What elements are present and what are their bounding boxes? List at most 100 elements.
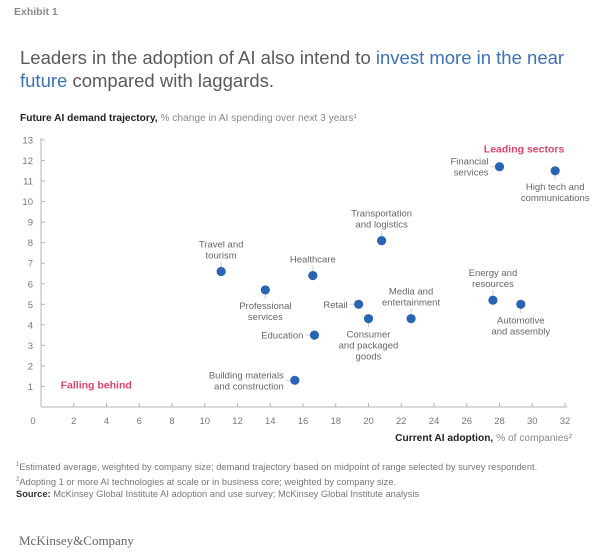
footnote-2: 2Adopting 1 or more AI technologies at s…: [16, 474, 586, 489]
y-tick-label: 3: [28, 341, 33, 352]
x-tick-label: 18: [330, 416, 341, 427]
y-axis-title: Future AI demand trajectory, % change in…: [20, 113, 357, 124]
x-tick-label: 4: [104, 416, 109, 427]
data-point: [290, 375, 300, 385]
zone-label: Falling behind: [61, 380, 132, 392]
point-label-line: services: [248, 312, 283, 323]
point-label: Building materials and construction: [209, 370, 284, 392]
y-tick-label: 2: [28, 361, 33, 372]
zone-label: Leading sectors: [484, 143, 565, 155]
point-label-line: Transportation: [351, 209, 412, 220]
point-label-line: resources: [472, 279, 514, 290]
point-label: Healthcare: [290, 255, 336, 266]
data-point: [550, 166, 560, 176]
data-point: [488, 295, 498, 305]
point-label-line: entertainment: [382, 298, 440, 309]
point-label-line: goods: [356, 352, 382, 363]
x-axis-title: Current AI adoption, % of companies²: [395, 433, 572, 444]
data-point-group: Building materials and construction: [209, 370, 300, 392]
point-label: Media and entertainment: [382, 287, 440, 309]
footnote-1-mark: 1: [16, 462, 20, 468]
point-label: Transportation and logistics: [351, 209, 412, 231]
point-label-line: communications: [521, 193, 590, 204]
data-point: [309, 330, 320, 340]
data-point: [406, 314, 416, 324]
x-tick-label: 16: [298, 416, 309, 427]
x-tick-label: 28: [494, 416, 505, 427]
point-label: Education: [261, 331, 303, 342]
data-point-group: Healthcare: [290, 255, 336, 281]
data-point: [494, 162, 505, 172]
point-label-line: and logistics: [355, 220, 408, 231]
footnotes: 1Estimated average, weighted by company …: [16, 459, 586, 500]
y-tick-label: 10: [22, 197, 33, 208]
y-tick-label: 5: [28, 300, 33, 311]
x-tick-label: 8: [169, 416, 174, 427]
point-label-line: and assembly: [491, 326, 550, 337]
data-point-group: Professional services: [239, 285, 291, 323]
x-tick-label: 26: [461, 416, 472, 427]
chart-headline: Leaders in the adoption of AI also inten…: [20, 46, 590, 92]
point-label-line: Retail: [323, 300, 347, 311]
data-point-group: High tech and communications: [521, 166, 590, 204]
point-label: Financial services: [450, 157, 488, 179]
y-tick-label: 9: [28, 218, 33, 229]
data-point: [516, 299, 526, 309]
point-label: Consumer and packaged goods: [339, 330, 399, 363]
x-tick-label: 10: [199, 416, 210, 427]
x-axis-title-rest: % of companies²: [493, 433, 572, 444]
headline-highlight: invest more in the near future: [20, 47, 565, 91]
footnote-2-text: Adopting 1 or more AI technologies at sc…: [19, 476, 397, 487]
point-label-line: and packaged: [339, 341, 399, 352]
point-label-line: Automotive: [497, 315, 545, 326]
x-axis-title-bold: Current AI adoption,: [395, 433, 494, 444]
source-label: Source:: [16, 489, 51, 499]
data-point-group: Education: [261, 330, 320, 342]
source-text: McKinsey Global Institute AI adoption an…: [50, 489, 420, 499]
data-point-group: Automotive and assembly: [491, 299, 550, 337]
data-point-group: Energy and resources: [469, 268, 518, 305]
data-point: [363, 314, 374, 324]
x-tick-label: 32: [560, 416, 571, 427]
x-tick-label: 12: [232, 416, 243, 427]
data-point-group: Travel and tourism: [199, 239, 244, 277]
point-label-line: Professional: [239, 301, 291, 312]
point-label-line: Travel and: [199, 239, 244, 250]
zone-annotations: Leading sectors Falling behind: [61, 143, 565, 391]
y-tick-label: 8: [28, 238, 33, 249]
data-point: [354, 299, 364, 309]
x-tick-label: 20: [363, 416, 374, 427]
y-axis-title-bold: Future AI demand trajectory,: [20, 113, 158, 124]
exhibit-label: Exhibit 1: [14, 6, 58, 18]
source-line: Source: McKinsey Global Institute AI ado…: [16, 488, 586, 500]
data-point: [377, 236, 387, 246]
x-tick-label: 6: [137, 416, 142, 427]
point-label: Retail: [323, 300, 347, 311]
data-point-group: Media and entertainment: [382, 287, 440, 324]
headline-part1: Leaders in the adoption of AI also inten…: [20, 47, 376, 68]
y-tick-label: 1: [28, 382, 33, 393]
point-label: Energy and resources: [469, 268, 518, 290]
data-point-group: Transportation and logistics: [351, 209, 412, 246]
point-label-line: and construction: [214, 381, 284, 392]
footnote-2-mark: 2: [16, 476, 20, 483]
point-label-line: services: [454, 168, 489, 179]
headline-part2: compared with laggards.: [67, 70, 275, 91]
data-point-group: Financial services: [450, 157, 505, 179]
point-label-line: High tech and: [526, 182, 585, 193]
point-label: Automotive and assembly: [491, 315, 550, 337]
x-tick-label: 30: [527, 416, 538, 427]
y-tick-label: 7: [28, 259, 33, 270]
footnote-1: 1Estimated average, weighted by company …: [16, 459, 586, 474]
x-tick-label: 14: [265, 416, 276, 427]
data-point: [260, 285, 270, 295]
data-point: [216, 266, 226, 277]
point-label-line: Education: [261, 331, 303, 342]
point-label-line: Building materials: [209, 370, 284, 381]
y-tick-label: 4: [28, 320, 33, 331]
point-label-line: Media and: [389, 287, 433, 298]
y-tick-label: 11: [23, 177, 33, 188]
